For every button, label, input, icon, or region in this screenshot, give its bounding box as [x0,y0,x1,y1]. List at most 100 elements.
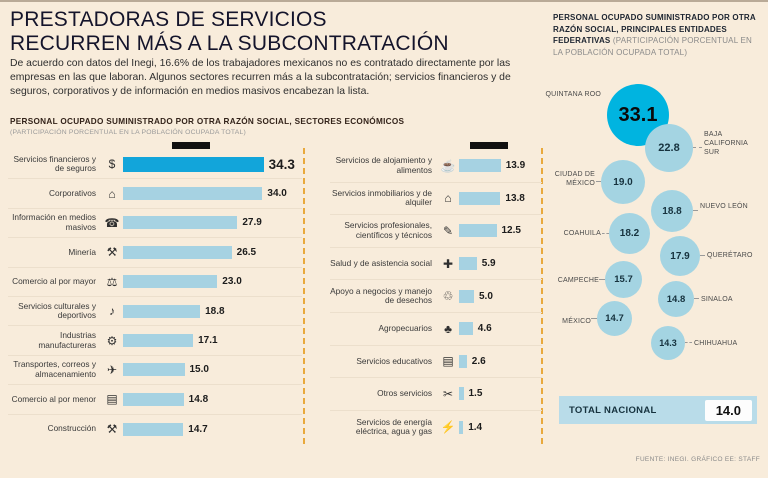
state-label-baja-california-sur: BAJA CALIFORNIA SUR [704,131,748,157]
sectors-bar-column-1: Servicios financieros y de seguros $ 34.… [8,150,302,444]
sector-value: 23.0 [222,276,242,288]
sector-bar [459,257,477,271]
sector-row: Comercio al por menor ▤ 14.8 [8,385,302,415]
sector-row: Comercio al por mayor ⚖ 23.0 [8,268,302,297]
state-label-sinaloa: SINALOA [701,296,733,303]
source-credit: FUENTE: INEGI. GRÁFICO EE: STAFF [635,456,760,463]
sector-bar [123,334,194,348]
state-label-mexico: MÉXICO [562,318,591,325]
sector-label: Comercio al por mayor [12,275,96,286]
sector-row: Otros servicios ✂ 1.5 [330,378,542,411]
sector-value: 1.5 [468,388,483,400]
education-icon: ▤ [442,354,454,369]
sector-bar [123,245,232,259]
sector-value: 14.7 [188,423,208,435]
sector-bar [123,216,238,230]
sectors-chart-subheader: (PARTICIPACIÓN PORCENTUAL EN LA POBLACIÓ… [10,129,246,136]
sector-row: Servicios profesionales, científicos y t… [330,215,542,248]
states-panel: PERSONAL OCUPADO SUMINISTRADO POR OTRA R… [545,0,768,478]
mining-icon: ⚒ [106,245,118,260]
sector-bar [459,420,464,434]
sectors-chart-header: PERSONAL OCUPADO SUMINISTRADO POR OTRA R… [10,117,405,126]
states-panel-header: PERSONAL OCUPADO SUMINISTRADO POR OTRA R… [553,12,759,58]
sector-row: Servicios inmobiliarios y de alquiler ⌂ … [330,183,542,216]
sector-label: Agropecuarios [378,323,432,333]
sector-bar [459,354,467,368]
state-bubble-ciudad-de-mexico: 19.0 [601,160,645,204]
sector-value: 12.5 [501,225,521,237]
sector-value: 2.6 [471,355,486,367]
sector-label: Transportes, correos y almacenamiento [13,359,96,379]
state-bubble-baja-california-sur: 22.8 [645,124,693,172]
sector-bar [123,156,264,172]
sector-label: Corporativos [48,187,96,198]
sector-label: Servicios educativos [356,355,432,366]
connector-line [693,147,702,148]
sector-row: Información en medios masivos ☎ 27.9 [8,209,302,239]
sector-value: 5.0 [479,290,493,302]
state-bubble-campeche: 15.7 [605,261,642,298]
sector-bar [459,387,464,401]
sector-label: Salud y de asistencia social [330,257,432,268]
sector-bar [459,159,501,173]
states-subheader-text: (PARTICIPACIÓN PORCENTUAL EN LA POBLACIÓ… [553,36,753,57]
connector-line [694,298,699,299]
total-nacional-label: TOTAL NACIONAL [569,404,657,416]
agriculture-icon: ♣ [444,321,452,336]
sector-row: Industrias manufactureras ⚙ 17.1 [8,326,302,356]
wholesale-icon: ⚖ [106,274,118,289]
connector-line [599,279,605,280]
sector-value: 34.0 [267,188,287,200]
sector-bar [459,224,497,238]
state-label-coahuila: COAHUILA [563,230,601,237]
sector-value: 5.9 [481,258,496,270]
sector-label: Comercio al por menor [11,393,96,404]
real-estate-icon: ⌂ [444,191,452,206]
other-services-icon: ✂ [442,386,454,401]
bank-icon: $ [108,157,116,172]
sector-label: Servicios inmobiliarios y de alquiler [331,187,432,208]
connector-line [591,318,597,319]
chart-marker-middle [470,142,508,149]
sector-value: 14.8 [188,393,209,405]
sector-label: Otros servicios [377,388,432,399]
state-bubble-nuevo-leon: 18.8 [651,190,693,232]
state-label-queretaro: QUERÉTARO [707,252,753,259]
sector-bar [123,304,201,318]
sector-row: Agropecuarios ♣ 4.6 [330,313,542,346]
media-icon: ☎ [104,215,120,230]
sector-row: Construcción ⚒ 14.7 [8,415,302,444]
sector-label: Apoyo a negocios y manejo de desechos [330,285,432,306]
dashed-guide-left [303,148,305,444]
sector-value: 34.3 [268,156,295,172]
sector-row: Corporativos ⌂ 34.0 [8,179,302,209]
sector-label: Minería [68,246,96,257]
page-title: PRESTADORAS DE SERVICIOS RECURREN MÁS A … [10,8,449,56]
sector-row: Minería ⚒ 26.5 [8,238,302,268]
sector-label: Servicios de energía eléctrica, agua y g… [355,416,432,437]
sector-label: Servicios profesionales, científicos y t… [344,220,432,240]
sector-value: 13.8 [505,192,525,204]
sector-row: Servicios culturales y deportivos ♪ 18.8 [8,297,302,327]
state-label-chihuahua: CHIHUAHUA [694,340,738,347]
transport-icon: ✈ [106,362,118,377]
sector-bar [459,289,474,303]
factory-icon: ⚙ [106,333,118,348]
top-rule [0,0,768,2]
sectors-bar-column-2: Servicios de alojamiento y alimentos ☕ 1… [330,150,542,443]
sector-label: Construcción [47,423,96,434]
connector-line [693,210,698,211]
sector-row: Servicios financieros y de seguros $ 34.… [8,150,302,180]
state-label-nuevo-leon: NUEVO LEÓN [700,203,748,210]
construction-icon: ⚒ [106,422,118,437]
sector-row: Servicios educativos ▤ 2.6 [330,346,542,379]
sector-row: Servicios de energía eléctrica, agua y g… [330,411,542,444]
sector-bar [123,422,184,436]
culture-sports-icon: ♪ [109,304,115,319]
sector-bar [123,275,218,289]
sector-label: Servicios financieros y de seguros [13,153,96,174]
state-bubble-chihuahua: 14.3 [651,326,685,360]
sector-label: Industrias manufactureras [38,330,96,350]
state-label-campeche: CAMPECHE [557,277,599,284]
state-bubble-coahuila: 18.2 [609,213,650,254]
